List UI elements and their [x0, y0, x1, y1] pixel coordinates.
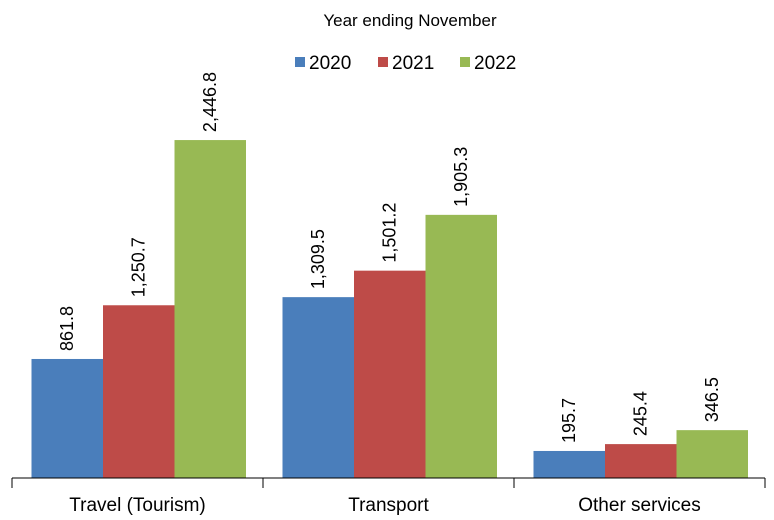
value-label: 1,501.2 — [380, 203, 400, 263]
bar-2020-travel-tourism — [31, 358, 103, 478]
bar-2022-other-services — [676, 430, 748, 478]
bar-2022-transport — [425, 214, 497, 478]
bar-2021-other-services — [605, 444, 677, 478]
bar-2021-travel-tourism — [103, 305, 175, 478]
value-label: 346.5 — [702, 377, 722, 422]
legend-swatch-2020 — [295, 57, 305, 67]
value-label: 1,905.3 — [451, 147, 471, 207]
legend-label-2022: 2022 — [474, 53, 516, 74]
bar-2020-transport — [282, 297, 354, 478]
legend-label-2021: 2021 — [392, 53, 434, 74]
bar-2021-transport — [354, 270, 426, 478]
chart-title: Year ending November — [323, 11, 497, 30]
x-tick-label: Other services — [578, 495, 700, 516]
value-label: 245.4 — [631, 391, 651, 436]
value-label: 1,309.5 — [308, 229, 328, 289]
x-axis: Travel (Tourism) Transport Other services — [11, 477, 766, 516]
value-label: 195.7 — [559, 398, 579, 443]
value-label: 861.8 — [57, 306, 77, 351]
bar-2020-other-services — [533, 450, 605, 478]
legend-swatch-2022 — [460, 57, 470, 67]
legend-label-2020: 2020 — [309, 53, 351, 74]
legend-swatch-2021 — [378, 57, 388, 67]
x-tick-label: Travel (Tourism) — [69, 495, 206, 516]
legend: 2020 2021 2022 — [295, 53, 516, 74]
x-tick-label: Transport — [348, 495, 429, 516]
value-label: 1,250.7 — [129, 237, 149, 297]
bars — [31, 140, 748, 478]
value-label: 2,446.8 — [200, 72, 220, 132]
data-labels: 861.8 1,250.7 2,446.8 1,309.5 1,501.2 1,905.3… — [57, 72, 722, 443]
bar-2022-travel-tourism — [174, 140, 246, 478]
